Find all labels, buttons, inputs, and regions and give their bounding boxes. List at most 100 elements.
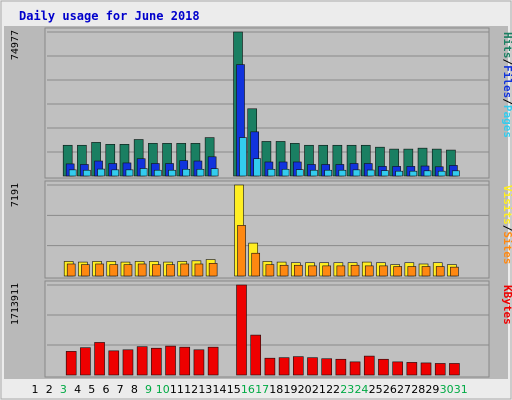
x-tick-label-day-5: 5 [88,383,95,396]
bar-pages-day-24 [381,170,389,177]
legend-item-kbytes: KBytes [501,285,512,325]
x-tick-label-day-11: 11 [170,383,184,396]
bar-sites-day-25 [393,266,402,277]
x-tick-label-day-25: 25 [369,383,383,396]
panel-legend: KBytes [501,285,512,325]
bar-pages-day-29 [452,170,460,177]
bar-kbytes-day-20 [321,358,332,376]
bar-kbytes-day-5 [108,350,120,376]
bar-sites-day-21 [336,265,346,277]
bar-kbytes-day-8 [151,347,162,376]
bar-pages-day-19 [310,169,318,177]
bar-kbytes-day-11 [193,349,205,376]
bar-kbytes-day-2 [65,351,77,376]
bar-sites-day-2 [66,263,76,277]
bar-pages-day-18 [295,169,304,177]
bar-kbytes-day-26 [406,362,418,376]
x-tick-label-day-10: 10 [156,383,170,396]
x-tick-label-day-16: 16 [241,383,255,396]
bar-kbytes-day-18 [292,356,304,376]
x-tick-label-day-9: 9 [145,383,152,396]
bar-sites-day-22 [350,264,360,277]
x-tick-label-day-14: 14 [213,383,227,396]
bar-pages-day-16 [267,168,276,177]
bar-kbytes-day-24 [378,358,389,376]
bar-sites-day-14 [237,225,246,277]
bar-sites-day-12 [208,263,218,277]
bar-kbytes-day-12 [207,346,219,376]
chart-title: Daily usage for June 2018 [19,9,200,23]
x-tick-label-day-3: 3 [60,383,67,396]
x-tick-label-day-22: 22 [326,383,340,396]
legend-separator: / [501,59,512,66]
bar-sites-day-9 [166,264,175,277]
bar-kbytes-day-4 [94,342,105,376]
y-axis-max-label: 7191 [10,183,21,207]
x-tick-label-day-15: 15 [227,383,241,396]
x-tick-label-day-28: 28 [411,383,425,396]
x-tick-label-day-12: 12 [184,383,198,396]
bar-sites-day-3 [81,264,90,277]
legend-item-visits: Visits [501,185,512,225]
x-tick-label-day-18: 18 [269,383,283,396]
bar-kbytes-day-6 [122,349,134,376]
x-tick-label-day-23: 23 [340,383,354,396]
bar-sites-day-7 [137,263,147,277]
y-axis-max-label: 1713911 [10,283,21,325]
bar-kbytes-day-9 [165,345,176,376]
x-tick-label-day-19: 19 [283,383,297,396]
x-tick-label-day-17: 17 [255,383,269,396]
x-tick-label-day-21: 21 [312,383,326,396]
bar-pages-day-22 [352,169,361,177]
bar-kbytes-day-16 [264,357,276,376]
x-tick-label-day-27: 27 [397,383,411,396]
x-tick-label-day-31: 31 [454,383,468,396]
bar-sites-day-10 [180,263,190,277]
bar-pages-day-25 [395,170,403,177]
bar-pages-day-7 [139,168,148,177]
x-tick-label-day-29: 29 [425,383,439,396]
bar-sites-day-29 [450,266,459,277]
x-tick-label-day-24: 24 [354,383,368,396]
panel-legend: Visits/Sites [501,185,512,265]
bar-sites-day-16 [265,264,275,277]
bar-pages-day-14 [239,137,247,177]
bar-sites-day-19 [308,265,317,277]
bar-sites-day-23 [364,265,374,277]
bar-sites-day-26 [407,266,417,277]
bar-sites-day-4 [95,263,104,277]
bar-pages-day-20 [324,169,332,177]
bar-pages-day-9 [168,169,176,177]
bar-pages-day-6 [125,169,134,177]
bar-pages-day-12 [210,168,219,177]
bar-pages-day-21 [338,169,347,177]
legend-item-sites: Sites [501,231,512,264]
x-tick-label-day-4: 4 [74,383,81,396]
bar-kbytes-day-23 [363,355,375,376]
y-axis-max-label: 74977 [10,30,21,60]
bar-kbytes-day-21 [335,358,347,376]
bar-kbytes-day-29 [449,363,460,376]
legend-item-hits: Hits [501,32,512,59]
bar-sites-day-11 [194,263,204,277]
bar-kbytes-day-7 [136,346,148,376]
bar-pages-day-27 [423,170,432,177]
bar-pages-day-23 [366,169,375,177]
x-axis-labels: 1 2 3 4 5 6 7 8 9 10 11 12 13 14 15 16 17 18 19 20 21 22 23 24 2… [32,383,468,396]
x-tick-label-day-2: 2 [46,383,53,396]
bar-pages-day-4 [97,168,105,177]
bar-pages-day-8 [154,169,162,177]
legend-separator: / [501,98,512,105]
chart-panels: 74977Hits/Files/Pages7191Visits/Sites171… [4,26,512,379]
bar-sites-day-15 [251,252,261,277]
bar-sites-day-20 [322,265,331,277]
x-tick-label-day-8: 8 [131,383,138,396]
bar-kbytes-day-19 [307,357,318,376]
panel-3: 1713911 KBytes [4,279,512,379]
x-tick-label-day-6: 6 [102,383,109,396]
legend-item-files: Files [501,65,512,98]
bar-kbytes-day-22 [349,361,361,376]
bar-pages-day-11 [196,168,205,177]
legend-item-pages: Pages [501,105,512,138]
